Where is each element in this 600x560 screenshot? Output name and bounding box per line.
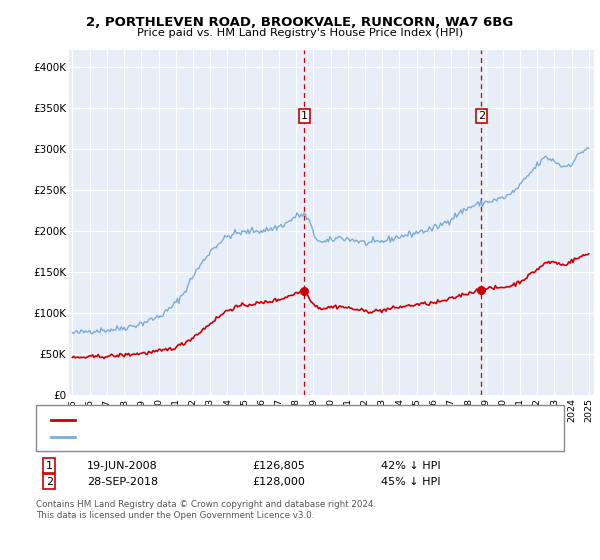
Text: 1: 1	[301, 111, 308, 121]
Text: Contains HM Land Registry data © Crown copyright and database right 2024.
This d: Contains HM Land Registry data © Crown c…	[36, 500, 376, 520]
Text: Price paid vs. HM Land Registry's House Price Index (HPI): Price paid vs. HM Land Registry's House …	[137, 28, 463, 38]
Text: 1: 1	[46, 461, 53, 471]
Text: HPI: Average price, detached house, Halton: HPI: Average price, detached house, Halt…	[79, 432, 317, 442]
Text: 2: 2	[478, 111, 485, 121]
Text: 2, PORTHLEVEN ROAD, BROOKVALE, RUNCORN, WA7 6BG (detached house): 2, PORTHLEVEN ROAD, BROOKVALE, RUNCORN, …	[79, 415, 494, 425]
Text: 42% ↓ HPI: 42% ↓ HPI	[381, 461, 440, 471]
Text: 45% ↓ HPI: 45% ↓ HPI	[381, 477, 440, 487]
Text: 2, PORTHLEVEN ROAD, BROOKVALE, RUNCORN, WA7 6BG: 2, PORTHLEVEN ROAD, BROOKVALE, RUNCORN, …	[86, 16, 514, 29]
Text: £126,805: £126,805	[252, 461, 305, 471]
Text: 2: 2	[46, 477, 53, 487]
Text: 28-SEP-2018: 28-SEP-2018	[87, 477, 158, 487]
Text: 19-JUN-2008: 19-JUN-2008	[87, 461, 158, 471]
Text: £128,000: £128,000	[252, 477, 305, 487]
